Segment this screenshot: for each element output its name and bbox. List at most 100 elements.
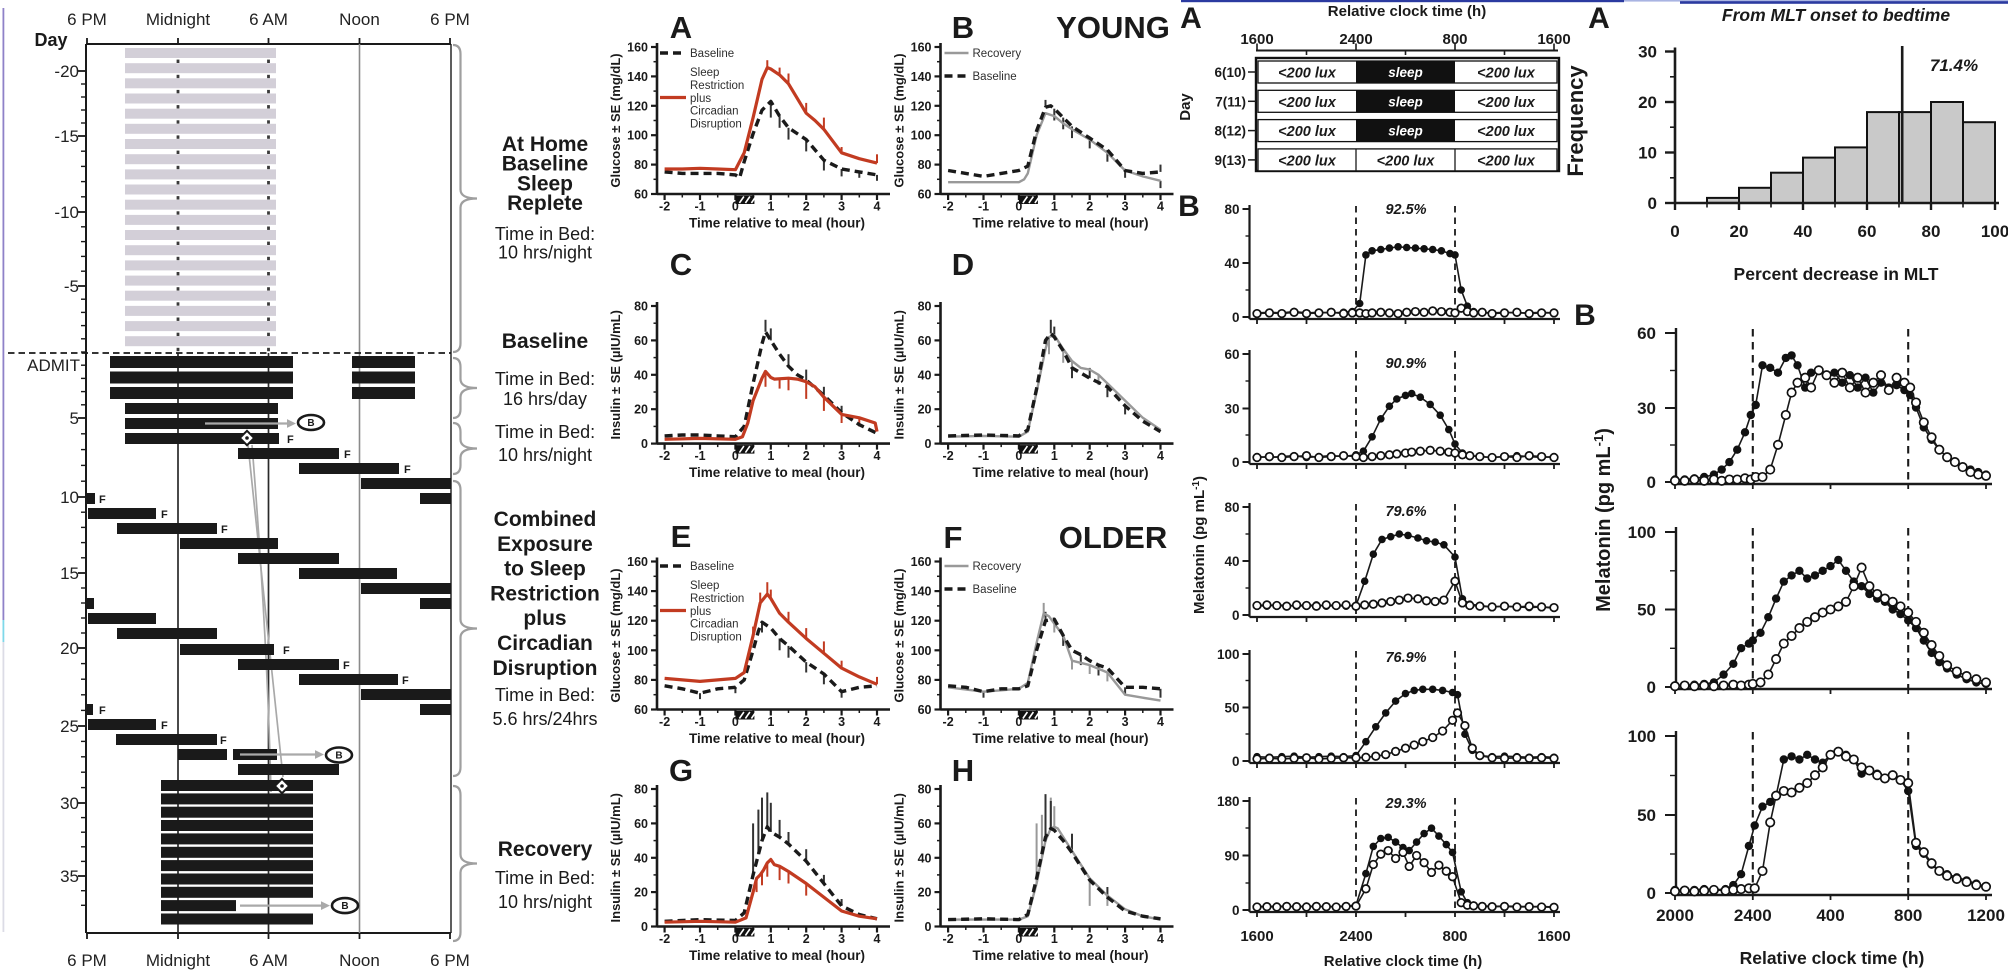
svg-text:<200 lux: <200 lux — [1278, 95, 1337, 111]
svg-text:4: 4 — [874, 715, 881, 729]
svg-text:-2: -2 — [659, 932, 670, 946]
svg-text:Midnight: Midnight — [146, 951, 211, 970]
svg-text:120: 120 — [627, 614, 648, 628]
svg-text:Insulin ± SE (µIU/mL): Insulin ± SE (µIU/mL) — [892, 793, 907, 922]
svg-text:-2: -2 — [659, 200, 670, 214]
svg-text:Baseline: Baseline — [502, 153, 588, 176]
svg-text:30: 30 — [60, 794, 79, 813]
svg-text:2: 2 — [803, 932, 810, 946]
svg-text:Recovery: Recovery — [498, 838, 593, 861]
svg-text:0: 0 — [1232, 754, 1240, 769]
svg-text:-10: -10 — [54, 203, 79, 222]
svg-text:40: 40 — [1794, 222, 1813, 241]
svg-text:plus: plus — [690, 93, 711, 105]
svg-text:2: 2 — [803, 715, 810, 729]
svg-text:-1: -1 — [694, 449, 705, 463]
svg-text:<200 lux: <200 lux — [1278, 153, 1337, 169]
svg-text:80: 80 — [918, 673, 932, 687]
svg-text:Replete: Replete — [507, 192, 583, 215]
svg-text:Time relative to meal (hour): Time relative to meal (hour) — [689, 216, 865, 231]
svg-text:0: 0 — [1015, 932, 1022, 946]
svg-text:20: 20 — [918, 403, 932, 417]
svg-text:Combined: Combined — [494, 508, 597, 531]
svg-text:From MLT onset to bedtime: From MLT onset to bedtime — [1722, 5, 1950, 25]
svg-text:0: 0 — [1232, 903, 1240, 918]
svg-text:1600: 1600 — [1537, 31, 1570, 48]
svg-text:4: 4 — [1157, 932, 1164, 946]
svg-text:40: 40 — [634, 368, 648, 382]
svg-text:Baseline: Baseline — [973, 584, 1017, 596]
svg-text:140: 140 — [911, 585, 932, 599]
svg-text:60: 60 — [1224, 347, 1239, 362]
svg-text:<200 lux: <200 lux — [1278, 66, 1337, 82]
svg-text:-1: -1 — [694, 932, 705, 946]
svg-text:60: 60 — [918, 334, 932, 348]
svg-text:80: 80 — [634, 673, 648, 687]
svg-text:10 hrs/night: 10 hrs/night — [498, 445, 592, 465]
svg-text:4: 4 — [874, 932, 881, 946]
svg-text:B: B — [335, 751, 342, 762]
svg-text:Baseline: Baseline — [502, 330, 588, 353]
svg-text:H: H — [952, 753, 974, 788]
svg-text:5.6 hrs/24hrs: 5.6 hrs/24hrs — [492, 709, 597, 729]
svg-text:16 hrs/day: 16 hrs/day — [503, 389, 587, 409]
svg-text:10 hrs/night: 10 hrs/night — [498, 243, 592, 263]
svg-text:<200 lux: <200 lux — [1477, 124, 1536, 140]
svg-text:100: 100 — [1217, 647, 1240, 662]
svg-text:0: 0 — [732, 715, 739, 729]
svg-text:-2: -2 — [943, 715, 954, 729]
svg-text:15: 15 — [60, 564, 79, 583]
svg-text:F: F — [344, 449, 351, 461]
svg-text:Time in Bed:: Time in Bed: — [495, 685, 595, 705]
svg-text:20: 20 — [634, 403, 648, 417]
svg-text:6 PM: 6 PM — [430, 10, 470, 29]
svg-text:YOUNG: YOUNG — [1056, 10, 1170, 45]
svg-text:20: 20 — [1730, 222, 1749, 241]
svg-text:Time relative to meal (hour): Time relative to meal (hour) — [689, 465, 865, 480]
svg-text:1: 1 — [767, 715, 774, 729]
svg-text:30: 30 — [1224, 401, 1239, 416]
svg-text:0: 0 — [732, 200, 739, 214]
svg-text:20: 20 — [60, 639, 79, 658]
svg-text:Melatonin (pg mL-1): Melatonin (pg mL-1) — [1191, 476, 1208, 614]
svg-text:60: 60 — [634, 703, 648, 717]
svg-text:0: 0 — [1232, 310, 1240, 325]
svg-text:100: 100 — [1628, 523, 1656, 542]
svg-text:ADMIT: ADMIT — [27, 356, 80, 375]
svg-text:40: 40 — [918, 368, 932, 382]
svg-text:Disruption: Disruption — [493, 657, 598, 680]
svg-text:Disruption: Disruption — [690, 119, 742, 131]
svg-text:10: 10 — [1638, 144, 1657, 163]
svg-text:50: 50 — [1637, 806, 1656, 825]
svg-text:Time relative to meal (hour): Time relative to meal (hour) — [972, 948, 1148, 963]
svg-text:<200 lux: <200 lux — [1278, 124, 1337, 140]
svg-text:Restriction: Restriction — [490, 582, 600, 605]
svg-text:Time relative to meal (hour): Time relative to meal (hour) — [972, 731, 1148, 746]
svg-text:0: 0 — [925, 437, 932, 451]
svg-text:10 hrs/night: 10 hrs/night — [498, 892, 592, 912]
svg-text:79.6%: 79.6% — [1385, 504, 1426, 520]
svg-text:3: 3 — [1122, 200, 1129, 214]
svg-text:-5: -5 — [64, 277, 79, 296]
svg-text:Day: Day — [34, 30, 67, 50]
svg-text:0: 0 — [1015, 200, 1022, 214]
svg-text:Glucose ± SE (mg/dL): Glucose ± SE (mg/dL) — [608, 568, 623, 702]
svg-text:B: B — [307, 418, 314, 429]
svg-text:10: 10 — [60, 488, 79, 507]
svg-text:-1: -1 — [694, 715, 705, 729]
svg-text:6 AM: 6 AM — [249, 951, 288, 970]
svg-text:80: 80 — [1224, 202, 1239, 217]
svg-text:90: 90 — [1224, 848, 1239, 863]
svg-text:-2: -2 — [943, 449, 954, 463]
svg-text:Insulin ± SE (µIU/mL): Insulin ± SE (µIU/mL) — [608, 793, 623, 922]
svg-text:sleep: sleep — [1388, 124, 1423, 139]
svg-text:60: 60 — [634, 334, 648, 348]
svg-text:160: 160 — [911, 41, 932, 55]
svg-text:Relative clock time (h): Relative clock time (h) — [1324, 953, 1482, 970]
svg-text:60: 60 — [918, 188, 932, 202]
svg-text:sleep: sleep — [1388, 94, 1423, 109]
svg-text:Sleep: Sleep — [517, 172, 573, 195]
svg-text:0: 0 — [641, 920, 648, 934]
svg-text:1: 1 — [1051, 449, 1058, 463]
svg-text:3: 3 — [838, 715, 845, 729]
